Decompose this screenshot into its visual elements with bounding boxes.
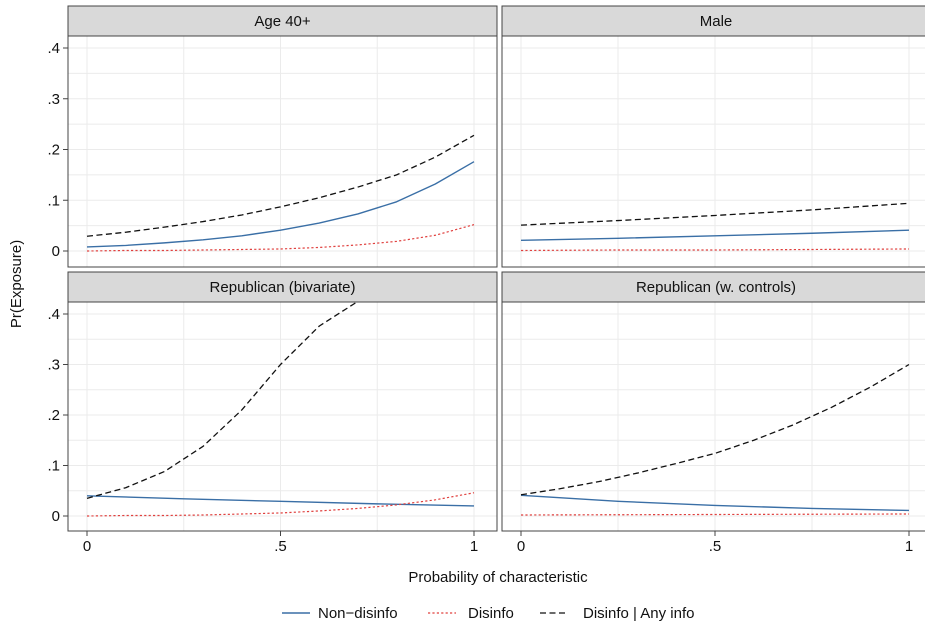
gridlines [68,36,497,267]
series-line-disinfo-any-info [86,134,475,237]
x-tick-label: .5 [709,538,722,555]
y-tick-label: .2 [47,407,60,424]
panel-border [501,35,925,268]
y-tick-label: 0 [52,243,60,260]
series-line-disinfo-any-info [520,202,910,226]
series-line-disinfo [86,492,475,517]
panel-strip [501,271,925,303]
x-tick-label: 1 [905,538,913,555]
panel-title: Republican (bivariate) [210,279,356,296]
y-tick-label: .1 [47,458,60,475]
series-group [86,134,475,252]
x-tick-label: 0 [517,538,525,555]
legend-item: Non−disinfo [282,605,398,622]
y-tick-label: .3 [47,357,60,374]
legend-item: Disinfo [428,605,514,622]
gridlines [68,302,497,531]
plot-area [68,36,497,267]
legend: Non−disinfo Disinfo Disinfo | Any info [282,605,694,622]
legend-label: Non−disinfo [318,605,398,622]
y-tick-label: .2 [47,142,60,159]
legend-label: Disinfo [468,605,514,622]
panels: Age 40+ 0 .1 .2 .3 .4 Male Republican (bivariat… [47,5,925,555]
panel-3: Republican (bivariate) 0 .1 .2 .3 .4 0 .5 1 [47,271,498,555]
y-tick-label: .1 [47,192,60,209]
series-line-non-disinfo [86,161,475,248]
series-group [86,302,475,517]
panel-title: Male [700,13,733,30]
series-line-non-disinfo [520,494,910,512]
series-line-non-disinfo [86,495,475,507]
y-tick-label: .4 [47,40,60,57]
series-group [520,363,910,516]
series-line-disinfo [520,248,910,252]
series-line-disinfo [520,513,910,516]
y-axis-title: Pr(Exposure) [8,240,25,328]
panel-1: Age 40+ 0 .1 .2 .3 .4 [47,5,498,268]
gridlines [502,36,925,267]
panel-2: Male [501,5,925,268]
y-tick-label: .3 [47,91,60,108]
series-group [520,202,910,252]
x-tick-label: 0 [83,538,91,555]
plot-area [502,36,925,267]
legend-item: Disinfo | Any info [540,605,694,622]
panel-title: Republican (w. controls) [636,279,796,296]
legend-label: Disinfo | Any info [583,605,694,622]
series-line-non-disinfo [520,229,910,242]
gridlines [502,302,925,531]
y-tick-label: .4 [47,306,60,323]
panel-border [67,301,498,532]
plot-area [68,302,497,531]
x-tick-label: .5 [274,538,287,555]
panel-border [67,35,498,268]
panel-strip [67,5,498,37]
x-axis-title: Probability of characteristic [408,569,588,586]
x-tick-label: 1 [470,538,478,555]
panel-4: Republican (w. controls) 0 .5 1 [501,271,925,555]
series-line-disinfo [86,224,475,252]
series-line-disinfo-any-info [86,302,359,499]
plot-area [502,302,925,531]
y-tick-label: 0 [52,508,60,525]
panel-border [501,301,925,532]
panel-strip [67,271,498,303]
series-line-disinfo-any-info [520,363,910,496]
panel-title: Age 40+ [254,13,311,30]
